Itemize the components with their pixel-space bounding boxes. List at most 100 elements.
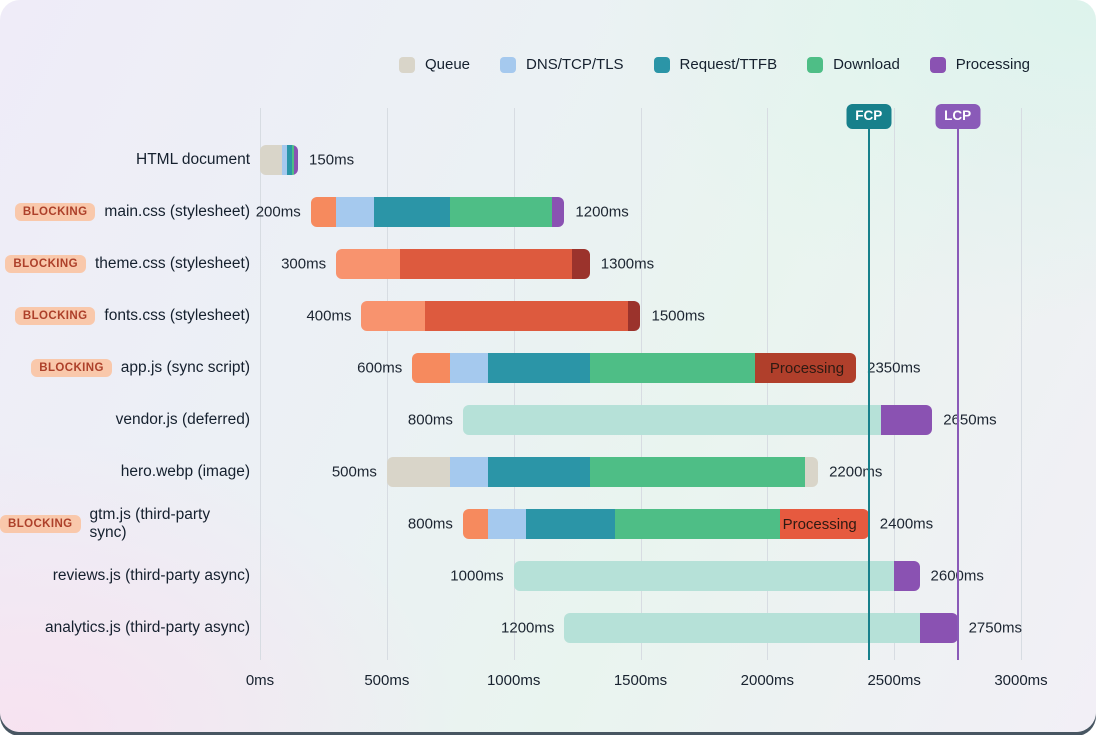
resource-row: 150ms [260,145,1021,175]
blocking-badge: BLOCKING [31,358,112,378]
resource-row: 500ms 2200ms [260,457,1021,487]
resource-row: 400ms 1500ms [260,301,1021,331]
bar-end-time: 2350ms [867,359,921,377]
waterfall-bar: Processing [462,509,869,539]
gridline [640,108,642,660]
segment-request-ttfb [488,353,590,383]
resource-name: theme.css (stylesheet) [94,255,250,272]
legend-swatch-download [807,56,824,73]
gridline [386,108,388,660]
legend-label: DNS/TCP/TLS [526,56,624,73]
gridline [513,108,515,660]
bar-start-time: 800ms [407,515,453,533]
segment-background-load [564,613,920,643]
legend-item: Download [807,56,900,73]
lcp-marker-badge: LCP [935,104,981,129]
bar-end-time: 2650ms [943,411,997,429]
segment-blocked [310,197,337,227]
resource-name: vendor.js (deferred) [115,411,250,428]
legend-item: Queue [398,56,471,73]
bar-end-time: 1300ms [600,255,655,273]
chart-legend: Queue DNS/TCP/TLS Request/TTFB Download Proc… [398,56,1030,73]
tick-label: 1000ms [486,672,541,689]
legend-label: Request/TTFB [679,56,778,73]
tick-label: 500ms [364,672,410,689]
resource-row: Processing 600ms 2350ms [260,353,1021,383]
fcp-marker-line [867,106,870,660]
segment-queue [260,145,282,175]
resource-row: Processing 800ms 2400ms [260,509,1021,539]
segment-processing [919,613,958,643]
segment-blocked [412,353,451,383]
gridline [260,108,261,660]
bar-end-time: 1500ms [651,307,705,325]
bar-start-time: 1200ms [501,619,555,637]
segment-request-ttfb [526,509,616,539]
waterfall-bar [462,405,933,435]
segment-processing-critical [627,301,641,331]
segment-dns-tcp-tls [281,145,287,175]
waterfall-bar [564,613,958,643]
segment-download [291,145,295,175]
waterfall-bar [310,197,565,227]
bar-start-time: 500ms [331,463,377,481]
segment-finalize [805,457,819,487]
resource-row: 1200ms 2750ms [260,613,1022,643]
bar-end-time: 2200ms [829,463,883,481]
segment-dns-tcp-tls [488,509,527,539]
resource-row: 1000ms2600ms [260,561,1021,591]
resource-row-label: HTML document [0,145,250,175]
segment-processing [894,561,920,591]
segment-background-load [513,561,895,591]
x-axis: 0ms 500ms 1000ms 1500ms 2000ms 2500ms 3000ms [246,672,1048,694]
bar-end-time: 150ms [309,151,355,169]
tick-label: 3000ms [994,672,1048,689]
legend-swatch-queue [398,56,415,73]
resource-name: analytics.js (third-party async) [44,619,250,636]
segment-processing [551,197,565,227]
segment-download [615,509,780,539]
segment-request-ttfb [374,197,451,227]
segment-processing: Processing [754,353,857,383]
segment-dns-tcp-tls [450,457,489,487]
legend-label: Queue [424,56,471,73]
legend-swatch-request-ttfb [653,56,670,73]
segment-download [450,197,552,227]
segment-dns-tcp-tls [336,197,375,227]
resource-row-label: BLOCKING app.js (sync script) [0,353,250,383]
segment-processing [881,405,933,435]
bar-start-time: 200ms [255,203,301,221]
resource-name: main.css (stylesheet) [104,203,250,220]
segment-download [589,353,755,383]
legend-label: Processing [955,56,1030,73]
gridline [894,108,896,660]
bar-start-time: 800ms [407,411,453,429]
segment-download [589,457,806,487]
waterfall-bar: Processing [412,353,857,383]
resource-row-label: reviews.js (third-party async) [0,561,250,591]
plot-area: 150ms 200ms 1200ms 300ms 1300ms 400ms 1500ms Pr… [256,100,1022,660]
resource-row-label: hero.webp (image) [0,457,250,487]
waterfall-bar [260,145,298,175]
tick-label: 2500ms [867,672,921,689]
fcp-marker-badge: FCP [846,104,892,129]
segment-blocked [336,249,400,279]
tick-label: 2000ms [740,672,795,689]
resource-name: gtm.js (third-party sync) [89,506,211,541]
gridline [767,108,769,660]
resource-row: 800ms 2650ms [260,405,1021,435]
resource-row-label: BLOCKING fonts.css (stylesheet) [0,301,250,331]
waterfall-bar [386,457,819,487]
gridline [1021,108,1022,660]
legend-label: Download [833,56,900,73]
resource-name: fonts.css (stylesheet) [104,307,250,324]
resource-row-label: BLOCKING main.css (stylesheet) [0,197,250,227]
segment-background-load [462,405,882,435]
legend-item: DNS/TCP/TLS [500,56,624,73]
segment-processing-label: Processing [782,515,857,533]
segment-processing-critical [571,249,590,279]
bar-end-time: 2750ms [968,619,1022,637]
segment-processing [294,145,298,175]
legend-item: Processing [929,56,1030,73]
bar-start-time: 1000ms [450,567,504,585]
